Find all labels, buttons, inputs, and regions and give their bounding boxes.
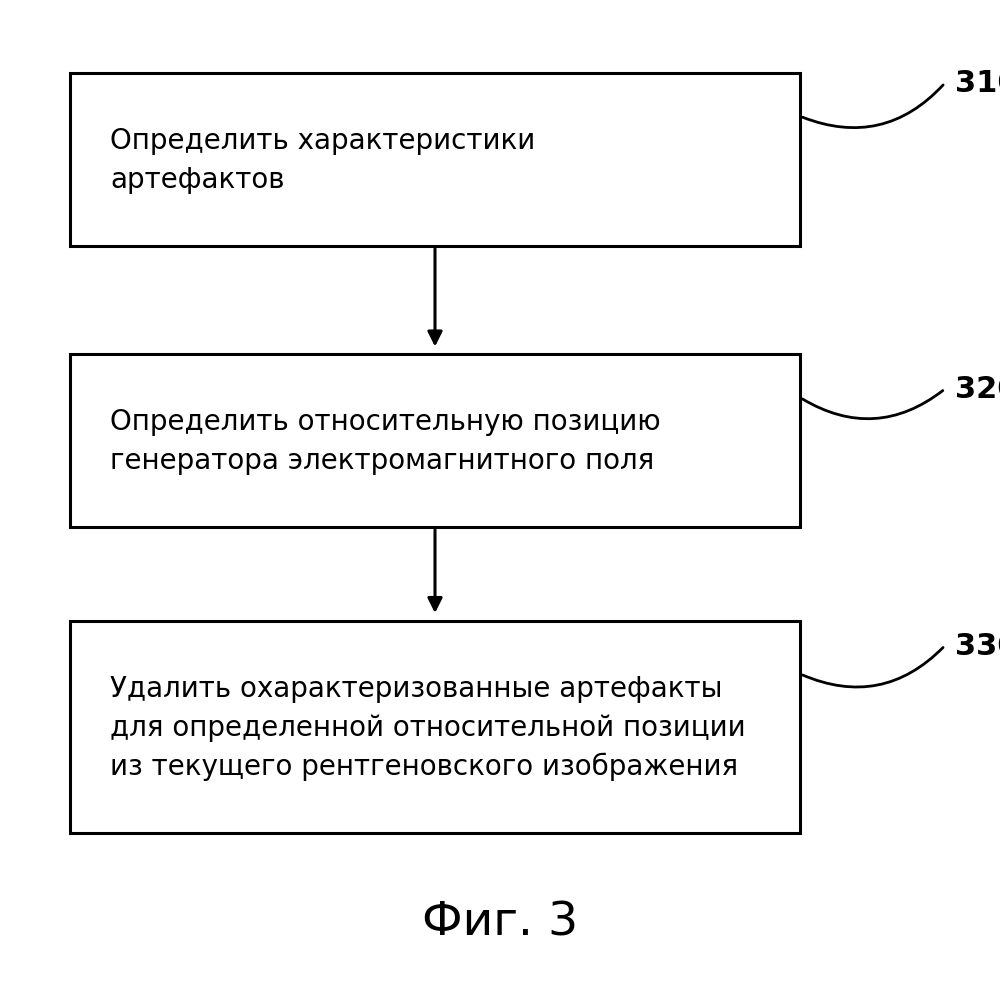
Text: Определить характеристики
артефактов: Определить характеристики артефактов	[110, 127, 535, 193]
Text: 330: 330	[955, 631, 1000, 661]
Text: 320: 320	[955, 375, 1000, 404]
FancyBboxPatch shape	[70, 355, 800, 528]
FancyBboxPatch shape	[70, 74, 800, 246]
Text: Фиг. 3: Фиг. 3	[422, 899, 578, 945]
Text: Определить относительную позицию
генератора электромагнитного поля: Определить относительную позицию генерат…	[110, 408, 661, 474]
Text: 310: 310	[955, 69, 1000, 99]
Text: Удалить охарактеризованные артефакты
для определенной относительной позиции
из т: Удалить охарактеризованные артефакты для…	[110, 673, 746, 781]
FancyBboxPatch shape	[70, 621, 800, 833]
